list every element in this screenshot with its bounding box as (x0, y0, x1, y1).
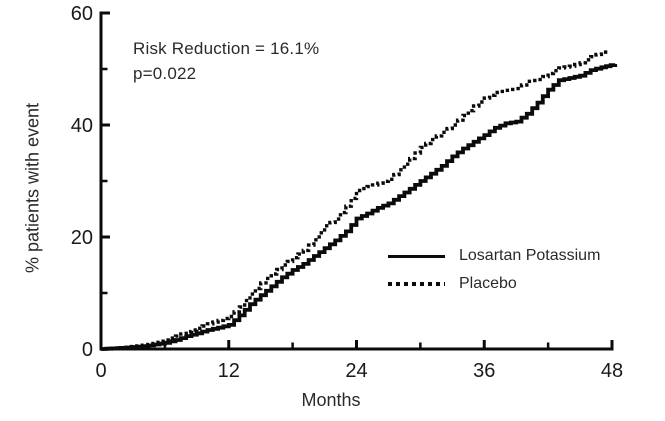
legend-item-losartan: Losartan Potassium (388, 242, 600, 270)
y-tick-label: 20 (71, 227, 93, 249)
legend-item-placebo: Placebo (388, 270, 600, 298)
placebo-curve (101, 50, 608, 351)
x-axis-title: Months (301, 390, 361, 410)
y-tick-label: 0 (82, 339, 93, 361)
x-tick-label: 48 (601, 360, 623, 382)
legend-label-placebo: Placebo (459, 275, 517, 292)
annotation-risk-reduction: Risk Reduction = 16.1% (133, 39, 320, 58)
legend: Losartan Potassium Placebo (388, 242, 600, 298)
x-tick-label: 12 (218, 360, 240, 382)
y-tick-label: 60 (71, 3, 93, 25)
losartan-curve (101, 63, 618, 351)
x-tick-label: 36 (473, 360, 495, 382)
legend-line-dotted-icon (388, 282, 445, 286)
x-tick-label: 24 (345, 360, 367, 382)
annotation: Risk Reduction = 16.1% p=0.022 (133, 36, 319, 86)
legend-line-solid-icon (388, 254, 445, 258)
x-tick-label: 0 (95, 360, 106, 382)
curves (101, 50, 618, 351)
y-axis-title: % patients with event (22, 102, 43, 274)
legend-label-losartan: Losartan Potassium (459, 247, 601, 264)
annotation-p-value: p=0.022 (133, 64, 197, 83)
y-tick-label: 40 (71, 115, 93, 137)
